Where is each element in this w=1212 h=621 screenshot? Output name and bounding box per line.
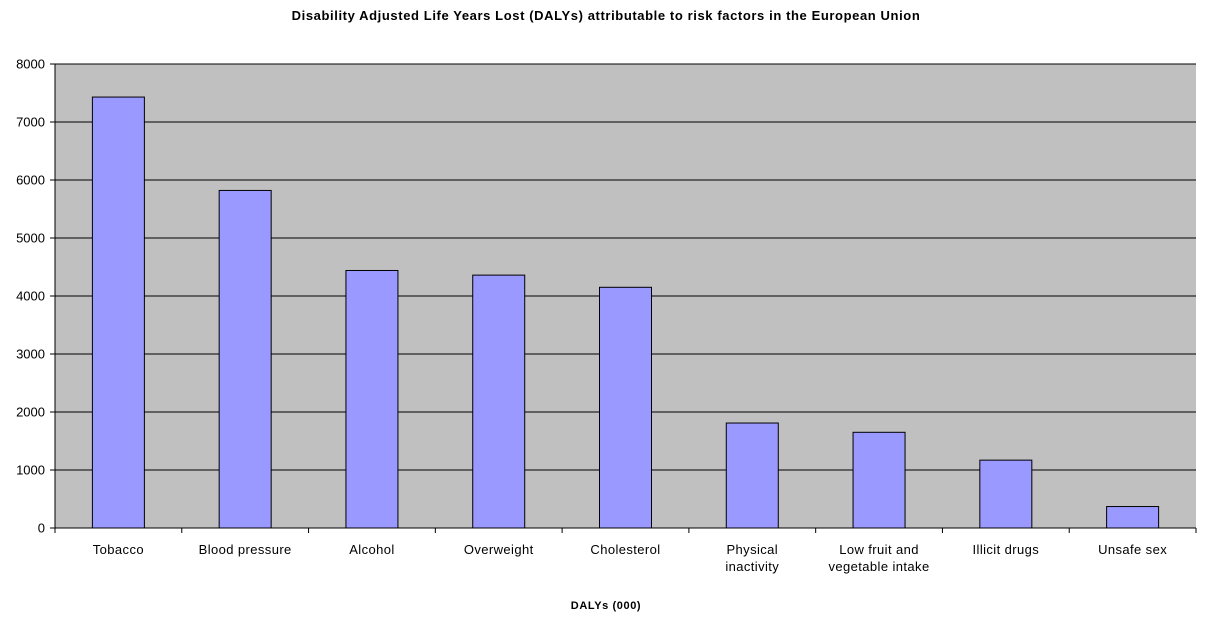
- axes: [50, 63, 1197, 533]
- bar: [345, 269, 399, 529]
- x-tick-label: Alcohol: [349, 542, 394, 557]
- y-tick-label: 6000: [16, 173, 45, 188]
- x-tick-label: Tobacco: [93, 542, 144, 557]
- bar: [599, 286, 652, 529]
- bars: [91, 96, 1160, 529]
- x-axis-title: DALYs (000): [570, 600, 642, 612]
- bar: [979, 459, 1033, 529]
- y-tick-label: 5000: [16, 231, 45, 246]
- bar: [725, 422, 779, 529]
- x-tick-label: Cholesterol: [590, 542, 660, 557]
- x-tick-label: Blood pressure: [199, 542, 292, 557]
- y-tick-label: 8000: [16, 57, 45, 72]
- bar: [852, 431, 906, 529]
- tick-labels: 0 1000 2000 3000 4000 5000 6000 7000 8000 Tobacco…: [16, 57, 1167, 575]
- bar: [472, 274, 526, 529]
- bar: [1106, 506, 1160, 529]
- x-tick-label: Low fruit and vegetable intake: [829, 542, 930, 574]
- x-tick-label: Overweight: [464, 542, 534, 557]
- y-tick-label: 3000: [16, 347, 45, 362]
- x-tick-label: Unsafe sex: [1098, 542, 1167, 557]
- chart-title: Disability Adjusted Life Years Lost (DAL…: [291, 8, 921, 23]
- y-tick-label: 1000: [16, 463, 45, 478]
- x-tick-label: Physical inactivity: [725, 542, 779, 574]
- y-tick-label: 4000: [16, 289, 45, 304]
- bar: [91, 96, 145, 529]
- y-tick-label: 0: [38, 521, 45, 536]
- y-tick-label: 7000: [16, 115, 45, 130]
- bar: [218, 189, 272, 529]
- x-tick-label: Illicit drugs: [973, 542, 1040, 557]
- y-tick-label: 2000: [16, 405, 45, 420]
